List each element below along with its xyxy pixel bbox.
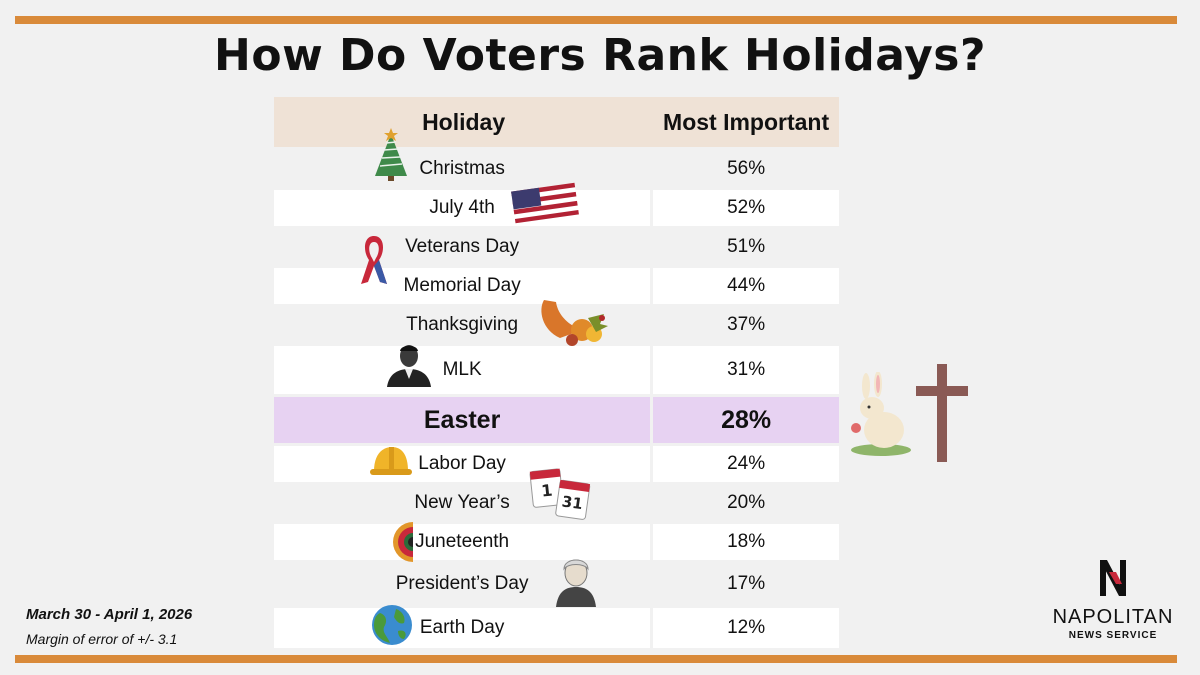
column-header-holiday: Holiday bbox=[274, 97, 654, 147]
n-logo-icon bbox=[1100, 560, 1126, 596]
table-row: MLK 31% bbox=[274, 345, 839, 394]
table-row: Memorial Day 44% bbox=[274, 268, 839, 304]
ribbon-icon bbox=[361, 236, 388, 284]
table-row: President’s Day 17% bbox=[274, 559, 839, 607]
value-cell: 44% bbox=[653, 268, 839, 304]
holiday-label: MLK bbox=[442, 359, 482, 380]
holiday-label: Veterans Day bbox=[405, 236, 520, 257]
value-cell: 28% bbox=[653, 397, 839, 443]
hard-hat-icon bbox=[370, 447, 413, 475]
table-header: Holiday Most Important bbox=[274, 97, 839, 147]
holiday-label: Earth Day bbox=[419, 617, 505, 638]
holiday-label: President’s Day bbox=[395, 573, 529, 594]
holiday-label: Juneteenth bbox=[415, 531, 510, 552]
logo-brand-text: NAPOLITAN bbox=[1052, 606, 1174, 628]
ranking-table: Holiday Most Important Christmas 56% Jul… bbox=[274, 94, 839, 651]
holiday-label: Labor Day bbox=[418, 453, 506, 474]
table-row: New Year’s 1 31 20% bbox=[274, 468, 839, 521]
logo-sub-text: NEWS SERVICE bbox=[1068, 630, 1158, 641]
value-cell: 31% bbox=[653, 346, 839, 394]
value-cell: 20% bbox=[727, 492, 766, 513]
holiday-label: Thanksgiving bbox=[406, 314, 519, 335]
holiday-label: New Year’s bbox=[414, 492, 510, 513]
svg-text:1: 1 bbox=[541, 481, 554, 501]
value-cell: 51% bbox=[727, 236, 766, 257]
holiday-label: Memorial Day bbox=[403, 275, 521, 296]
mlk-portrait-icon bbox=[386, 345, 431, 387]
globe-icon bbox=[371, 605, 412, 645]
value-cell: 56% bbox=[727, 157, 766, 179]
value-cell: 37% bbox=[727, 314, 766, 335]
table-row-highlighted: Easter 28% bbox=[274, 397, 839, 443]
holiday-label: Christmas bbox=[419, 157, 505, 179]
column-header-most-important: Most Important bbox=[653, 97, 839, 147]
table-row: Thanksgiving 37% bbox=[274, 300, 839, 346]
page-title: How Do Voters Rank Holidays? bbox=[214, 30, 986, 81]
sunflower-icon bbox=[393, 522, 414, 562]
table-row: Veterans Day 51% bbox=[274, 229, 839, 284]
margin-of-error: Margin of error of +/- 3.1 bbox=[26, 631, 178, 647]
value-cell: 17% bbox=[727, 573, 766, 594]
table-row: July 4th 52% bbox=[274, 182, 839, 226]
table-row: Earth Day 12% bbox=[274, 605, 839, 648]
table-row: Labor Day 24% bbox=[274, 446, 839, 482]
top-rule bbox=[15, 16, 1177, 24]
table-row: Christmas 56% bbox=[274, 127, 839, 187]
value-cell: 24% bbox=[653, 446, 839, 482]
value-cell: 12% bbox=[653, 608, 839, 648]
napolitan-logo: NAPOLITAN NEWS SERVICE bbox=[1040, 558, 1186, 641]
survey-dates: March 30 - April 1, 2026 bbox=[26, 606, 193, 623]
cornucopia-icon bbox=[541, 300, 609, 346]
value-cell: 52% bbox=[653, 190, 839, 226]
svg-text:31: 31 bbox=[561, 492, 584, 513]
calendar-icon: 1 31 bbox=[529, 468, 591, 520]
washington-portrait-icon bbox=[555, 559, 596, 607]
american-flag-icon bbox=[511, 182, 580, 224]
holiday-label: July 4th bbox=[429, 197, 495, 218]
christmas-tree-icon bbox=[375, 127, 408, 181]
bottom-rule bbox=[15, 655, 1177, 663]
cross-icon bbox=[916, 364, 968, 462]
value-cell: 18% bbox=[653, 524, 839, 560]
holiday-label: Easter bbox=[274, 397, 654, 443]
table-row: Juneteenth 18% bbox=[274, 522, 839, 562]
easter-bunny-icon bbox=[851, 372, 911, 456]
